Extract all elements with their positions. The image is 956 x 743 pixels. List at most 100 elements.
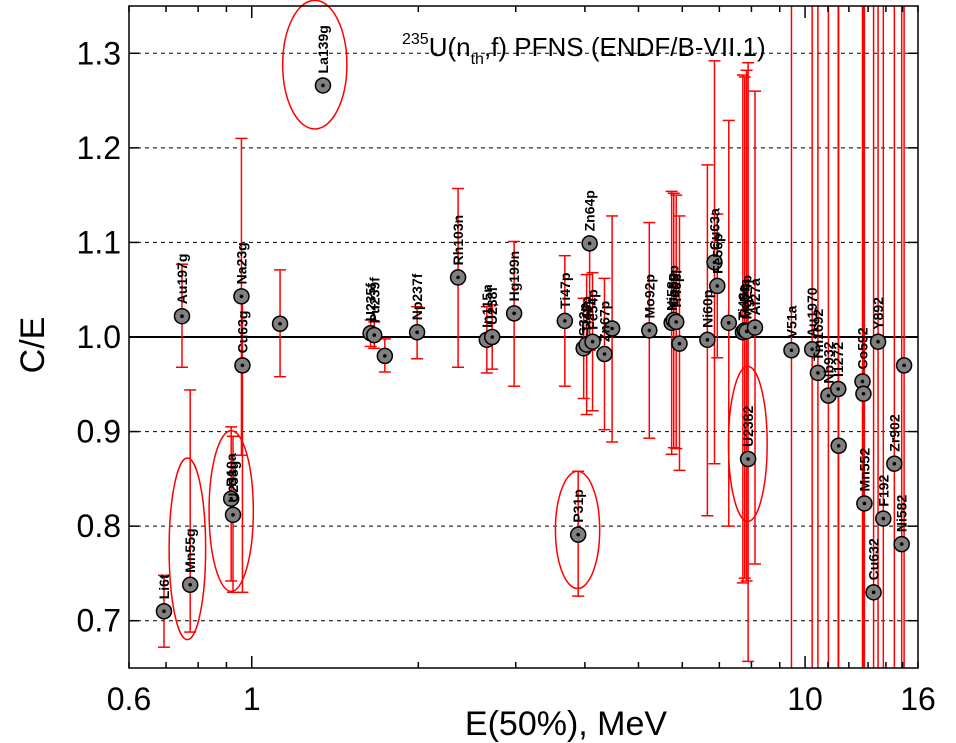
x-axis-title: E(50%), MeV bbox=[465, 705, 667, 743]
data-point-center bbox=[372, 333, 377, 337]
data-point-center bbox=[753, 325, 757, 330]
point-label: Zr902 bbox=[886, 414, 902, 452]
title-main-2: ,f) PFNS (ENDF/B-VII.1) bbox=[484, 32, 766, 62]
data-point-center bbox=[229, 496, 233, 501]
data-point-center bbox=[862, 501, 867, 506]
point-label: V51a bbox=[783, 305, 799, 338]
data-point-center bbox=[512, 311, 516, 316]
data-point-center bbox=[610, 326, 614, 331]
data-point-center bbox=[876, 339, 880, 344]
point-label: U238f bbox=[484, 287, 500, 325]
x-tick-label: 0.6 bbox=[107, 681, 151, 717]
data-point-center bbox=[836, 443, 841, 448]
data-point-center bbox=[861, 391, 866, 396]
point-label: Cu63a bbox=[706, 208, 722, 250]
data-point-center bbox=[602, 352, 607, 356]
point-label: Li6t bbox=[156, 574, 172, 599]
point-label: I1272 bbox=[830, 342, 846, 377]
data-point-center bbox=[456, 275, 460, 280]
point-label: Ni58p bbox=[664, 273, 680, 311]
data-point-center bbox=[415, 330, 419, 335]
point-label: Cu63g bbox=[234, 311, 250, 354]
point-label: Ti47p bbox=[557, 273, 573, 309]
data-point-center bbox=[162, 609, 166, 614]
data-point-center bbox=[677, 341, 682, 346]
point-label: Np237f bbox=[409, 273, 425, 320]
point-label: Co592 bbox=[854, 327, 870, 369]
grid-lines bbox=[129, 52, 918, 622]
data-point-center bbox=[705, 338, 710, 342]
data-point-center bbox=[789, 348, 794, 353]
point-label: Zn64p bbox=[582, 190, 598, 231]
highlight-ellipse bbox=[168, 457, 207, 641]
y-axis-title: C/E bbox=[14, 317, 52, 374]
point-label: Mn55g bbox=[182, 528, 198, 572]
point-label: In115n bbox=[479, 284, 495, 328]
point-label: Rh103n bbox=[450, 215, 466, 266]
point-label: U2382 bbox=[740, 406, 756, 447]
data-point-center bbox=[563, 319, 567, 323]
data-point-center bbox=[899, 542, 904, 546]
data-point-center bbox=[587, 241, 592, 246]
point-label: Ti48p bbox=[579, 296, 595, 332]
title-superscript: 235 bbox=[402, 31, 429, 48]
y-tick-label: 0.8 bbox=[77, 508, 121, 544]
data-point-center bbox=[902, 363, 906, 368]
data-point-center bbox=[871, 590, 876, 595]
data-point-center bbox=[490, 335, 495, 339]
data-point-center bbox=[860, 379, 865, 384]
point-label: Au197g bbox=[174, 254, 190, 305]
title-main-1: U(n bbox=[429, 32, 471, 62]
y-tick-label: 0.9 bbox=[77, 414, 121, 450]
point-label: U235f bbox=[363, 283, 379, 321]
data-point-center bbox=[810, 347, 814, 352]
data-point-center bbox=[712, 260, 717, 265]
point-label: S32p bbox=[576, 303, 592, 336]
data-point-center bbox=[576, 532, 580, 537]
data-point-center bbox=[715, 284, 720, 288]
point-label: Ni60p bbox=[699, 290, 715, 328]
point-label: La139g bbox=[315, 25, 331, 73]
data-point-center bbox=[816, 371, 820, 375]
point-label: Nb932 bbox=[820, 341, 836, 383]
point-label: Hg199n bbox=[506, 251, 522, 302]
point-label: Co59p bbox=[666, 265, 682, 308]
point-label: Y892 bbox=[870, 297, 886, 330]
data-point-center bbox=[836, 387, 841, 391]
point-label: Au1970 bbox=[804, 287, 820, 337]
point-label: Mn552 bbox=[856, 448, 872, 492]
point-label: Zn67p bbox=[596, 301, 612, 342]
data-point-center bbox=[881, 516, 886, 521]
x-tick-label: 1 bbox=[243, 681, 261, 717]
x-tick-label: 10 bbox=[787, 681, 823, 717]
data-point-center bbox=[180, 314, 184, 318]
data-point-center bbox=[278, 321, 282, 326]
point-label: P31p bbox=[570, 489, 586, 522]
title-subscript: th bbox=[471, 51, 484, 68]
point-label: F192 bbox=[875, 474, 891, 506]
data-point-center bbox=[231, 512, 235, 517]
y-tick-label: 1.0 bbox=[77, 319, 121, 355]
data-point-center bbox=[674, 320, 679, 324]
data-points bbox=[155, 77, 913, 620]
point-label: Fe54a bbox=[737, 278, 753, 318]
data-point-center bbox=[647, 328, 652, 333]
data-point-center bbox=[746, 457, 750, 461]
data-point-center bbox=[239, 294, 244, 299]
data-point-center bbox=[188, 582, 192, 587]
point-label: U238g bbox=[225, 461, 241, 503]
point-label: Mg24p bbox=[739, 275, 755, 319]
point-label: Pu239f bbox=[366, 277, 382, 323]
data-point-center bbox=[240, 363, 245, 368]
y-tick-label: 1.2 bbox=[77, 130, 121, 166]
point-label: Mo92p bbox=[641, 274, 657, 318]
x-tick-label: 16 bbox=[900, 681, 936, 717]
y-tick-label: 1.3 bbox=[77, 35, 121, 71]
y-tick-label: 0.7 bbox=[77, 603, 121, 639]
point-label: Al27a bbox=[747, 278, 763, 316]
axis-ticks: 0.7 0.8 0.9 1.0 1.1 1.2 1.3 0.6 1 10 16 bbox=[77, 6, 936, 717]
data-point-center bbox=[383, 354, 387, 358]
data-point-center bbox=[590, 339, 595, 344]
point-label: Na23g bbox=[233, 242, 249, 284]
